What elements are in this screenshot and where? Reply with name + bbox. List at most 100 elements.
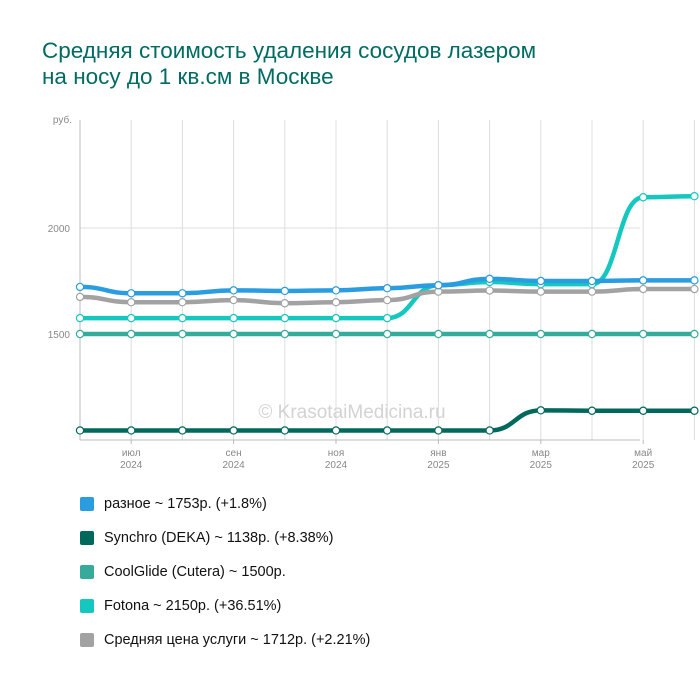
data-point[interactable] <box>434 426 443 435</box>
legend-swatch <box>80 531 94 545</box>
data-point[interactable] <box>639 284 648 294</box>
data-point[interactable] <box>75 282 85 292</box>
data-point[interactable] <box>690 329 699 339</box>
data-point[interactable] <box>229 286 238 295</box>
data-point[interactable] <box>587 276 597 286</box>
data-point[interactable] <box>639 276 648 285</box>
data-point[interactable] <box>126 313 136 323</box>
data-point[interactable] <box>536 287 546 296</box>
data-point[interactable] <box>178 426 187 435</box>
legend-swatch <box>80 565 94 579</box>
data-point[interactable] <box>485 426 494 435</box>
data-point[interactable] <box>178 329 187 339</box>
legend-swatch <box>80 497 94 511</box>
y-tick-label: 1500 <box>48 330 71 341</box>
data-point[interactable] <box>383 295 392 305</box>
data-point[interactable] <box>126 289 136 298</box>
x-tick-month: июл <box>122 448 141 459</box>
data-point[interactable] <box>383 313 392 323</box>
data-point[interactable] <box>178 298 187 307</box>
data-point[interactable] <box>434 329 443 339</box>
x-tick-month: май <box>634 448 652 459</box>
legend-label: Fotona ~ 2150р. (+36.51%) <box>104 598 282 614</box>
legend-swatch <box>80 599 94 613</box>
legend-item[interactable]: разное ~ 1753р. (+1.8%) <box>80 487 370 521</box>
data-point[interactable] <box>587 329 597 339</box>
data-point[interactable] <box>331 329 341 339</box>
data-point[interactable] <box>126 298 136 307</box>
data-point[interactable] <box>690 191 699 201</box>
x-tick-year: 2025 <box>632 460 655 471</box>
data-point[interactable] <box>485 329 494 339</box>
series-fotona <box>75 191 699 323</box>
series-coolglide-cutera- <box>75 329 699 339</box>
chart-legend: разное ~ 1753р. (+1.8%) Synchro (DEKA) ~… <box>80 487 370 657</box>
y-unit-label: руб. <box>53 114 72 126</box>
x-tick-year: 2024 <box>120 460 143 471</box>
x-tick-month: сен <box>226 448 242 459</box>
legend-item[interactable]: CoolGlide (Cutera) ~ 1500р. <box>80 555 370 589</box>
series-разное <box>75 274 699 298</box>
chart-title-line-2: на носу до 1 кв.см в Москве <box>42 64 334 89</box>
data-point[interactable] <box>383 426 392 435</box>
legend-label: Средняя цена услуги ~ 1712р. (+2.21%) <box>104 632 371 648</box>
data-point[interactable] <box>75 426 85 435</box>
data-point[interactable] <box>383 284 392 293</box>
x-tick-month: мар <box>532 448 550 459</box>
data-point[interactable] <box>229 295 238 305</box>
data-point[interactable] <box>536 329 546 339</box>
data-point[interactable] <box>229 329 238 339</box>
data-point[interactable] <box>639 193 648 202</box>
x-tick-month: янв <box>430 448 446 459</box>
data-point[interactable] <box>434 281 443 290</box>
legend-item[interactable]: Средняя цена услуги ~ 1712р. (+2.21%) <box>80 623 370 657</box>
data-point[interactable] <box>331 286 341 295</box>
data-point[interactable] <box>126 426 136 435</box>
data-point[interactable] <box>331 313 341 323</box>
data-point[interactable] <box>229 313 238 323</box>
legend-swatch <box>80 633 94 647</box>
data-point[interactable] <box>280 299 289 308</box>
data-point[interactable] <box>690 284 699 294</box>
data-point[interactable] <box>485 274 494 284</box>
chart-title-line-1: Средняя стоимость удаления сосудов лазер… <box>42 38 537 63</box>
data-point[interactable] <box>536 276 546 286</box>
x-tick-year: 2025 <box>530 460 553 471</box>
data-point[interactable] <box>536 406 546 415</box>
data-point[interactable] <box>587 406 597 415</box>
data-point[interactable] <box>280 329 289 339</box>
data-point[interactable] <box>639 329 648 339</box>
data-point[interactable] <box>75 292 85 302</box>
data-point[interactable] <box>587 287 597 296</box>
data-point[interactable] <box>690 406 699 415</box>
y-tick-label: 2000 <box>48 224 71 235</box>
data-point[interactable] <box>280 313 289 323</box>
data-point[interactable] <box>126 329 136 339</box>
data-point[interactable] <box>229 426 238 435</box>
chart-title: Средняя стоимость удаления сосудов лазер… <box>42 38 662 90</box>
legend-label: Synchro (DEKA) ~ 1138р. (+8.38%) <box>104 530 334 546</box>
data-point[interactable] <box>383 329 392 339</box>
series-synchro-deka- <box>75 406 699 435</box>
legend-item[interactable]: Fotona ~ 2150р. (+36.51%) <box>80 589 370 623</box>
x-tick-year: 2025 <box>427 460 450 471</box>
x-tick-month: ноя <box>328 448 345 459</box>
data-point[interactable] <box>280 426 289 435</box>
data-point[interactable] <box>178 289 187 298</box>
legend-item[interactable]: Synchro (DEKA) ~ 1138р. (+8.38%) <box>80 521 370 555</box>
data-point[interactable] <box>75 313 85 323</box>
data-point[interactable] <box>639 406 648 415</box>
data-point[interactable] <box>75 329 85 339</box>
x-tick-year: 2024 <box>325 460 348 471</box>
data-point[interactable] <box>690 276 699 285</box>
x-tick-year: 2024 <box>222 460 245 471</box>
data-point[interactable] <box>331 426 341 435</box>
legend-label: разное ~ 1753р. (+1.8%) <box>104 496 267 512</box>
data-point[interactable] <box>280 286 289 296</box>
data-point[interactable] <box>178 313 187 323</box>
data-point[interactable] <box>485 286 494 295</box>
data-point[interactable] <box>331 298 341 307</box>
legend-label: CoolGlide (Cutera) ~ 1500р. <box>104 564 286 580</box>
watermark: © KrasotaiMedicina.ru <box>258 402 445 423</box>
